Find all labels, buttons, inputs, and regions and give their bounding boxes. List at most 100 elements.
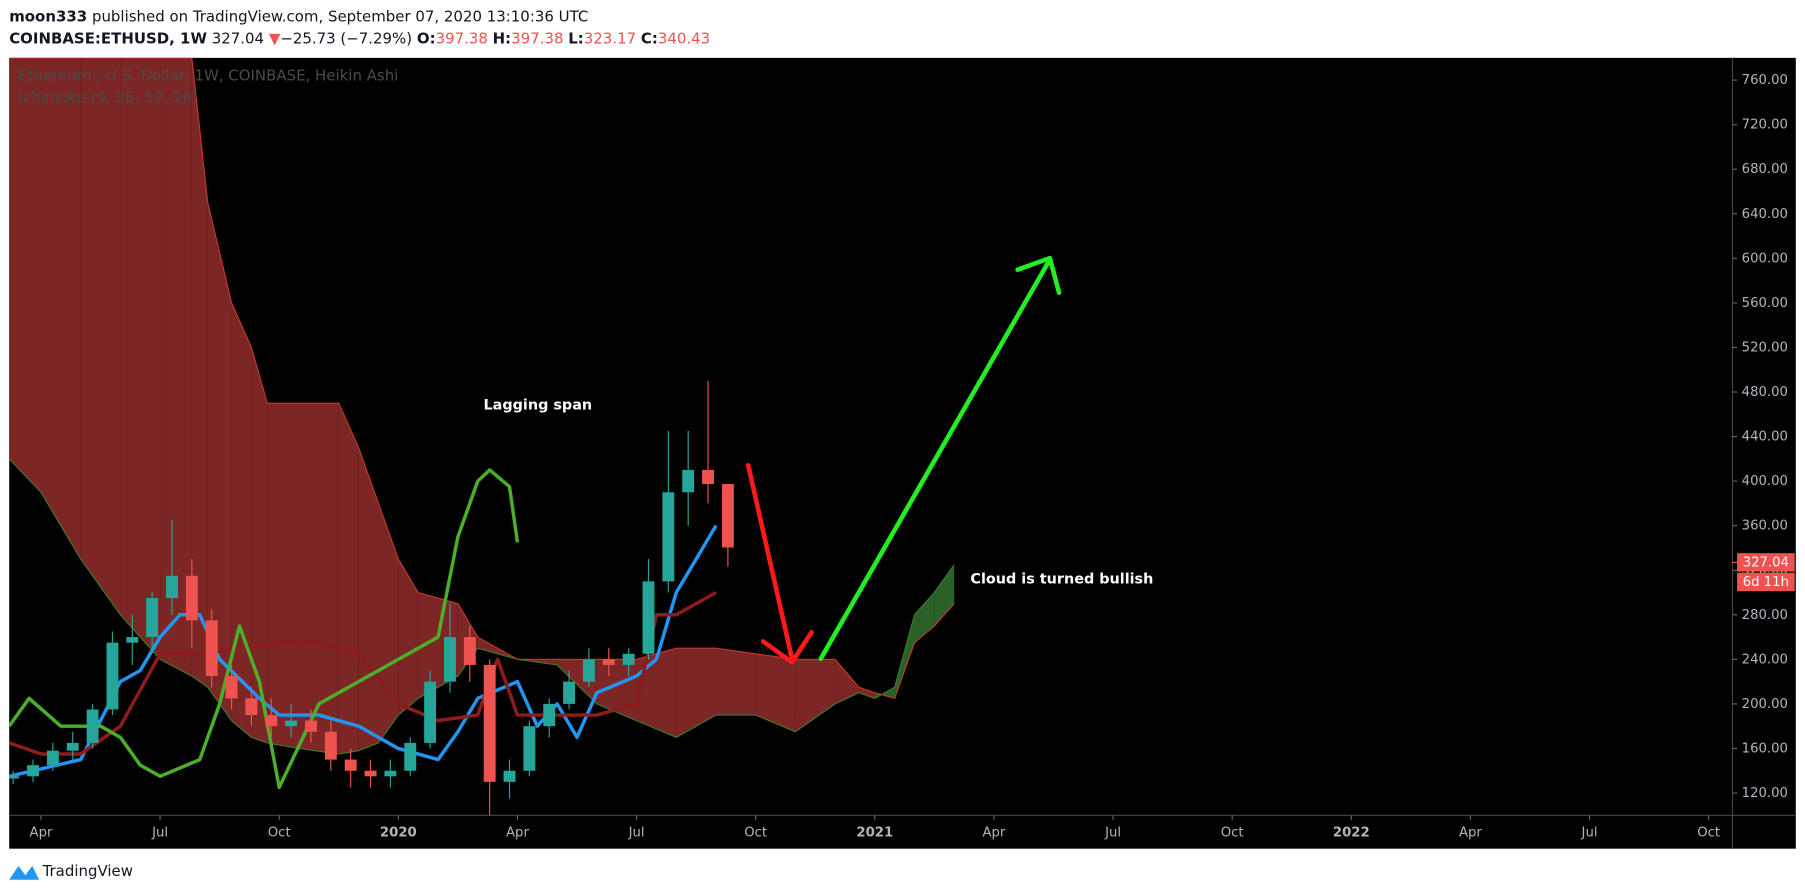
logo-icon — [9, 865, 40, 880]
legend-indicator: Ichimoku (9, 26, 52, 26) — [18, 89, 197, 107]
candle-body — [602, 659, 615, 665]
annotation: Lagging span — [483, 397, 592, 413]
cloud-fill — [160, 57, 192, 677]
candle-body — [9, 776, 20, 779]
candle-body — [503, 770, 516, 782]
y-tick-label: 760.00 — [1742, 73, 1788, 88]
x-tick-label: Jul — [1104, 826, 1121, 841]
candle-body — [146, 598, 159, 638]
red-arrow-head — [760, 629, 814, 665]
y-tick-label: 280.00 — [1742, 608, 1788, 623]
y-tick-label: 400.00 — [1742, 474, 1788, 489]
y-tick-label: 720.00 — [1742, 118, 1788, 133]
cloud-fill — [715, 648, 756, 716]
candle-body — [66, 742, 79, 751]
candle-body — [106, 642, 119, 710]
arrow: ▼ — [269, 29, 281, 47]
cloud-fill — [9, 57, 41, 493]
cloud-fill — [835, 659, 859, 704]
ohlc-value: 323.17 — [584, 29, 636, 47]
cloud-fill — [636, 648, 677, 738]
candle-body — [563, 681, 576, 704]
cloud-fill — [755, 653, 796, 732]
cloud-fill — [40, 57, 81, 560]
y-tick-label: 440.00 — [1742, 430, 1788, 445]
y-tick-label: 160.00 — [1742, 741, 1788, 756]
candle-body — [126, 637, 139, 643]
y-tick-label: 480.00 — [1742, 385, 1788, 400]
y-tick-label: 520.00 — [1742, 340, 1788, 355]
y-tick-label: 600.00 — [1742, 251, 1788, 266]
cloud-fill — [191, 57, 208, 688]
candle-body — [662, 492, 675, 582]
last-price-label: 327.04 — [1743, 555, 1789, 570]
x-tick-label: 2020 — [380, 826, 417, 841]
candle-body — [324, 731, 337, 760]
y-tick-label: 360.00 — [1742, 519, 1788, 534]
y-tick-label: 640.00 — [1742, 207, 1788, 222]
candle-body — [622, 653, 635, 665]
legend-title: Ethereum / U.S. Dollar, 1W, COINBASE, He… — [18, 67, 398, 85]
cloud-fill — [858, 687, 875, 699]
candle-body — [245, 698, 258, 716]
last-price-box — [1737, 553, 1795, 572]
x-tick-label: Jul — [151, 826, 168, 841]
cloud-fill — [299, 403, 339, 755]
candle-body — [305, 720, 317, 732]
candle-body — [424, 681, 437, 743]
candle-body — [582, 659, 595, 682]
candle-body — [185, 575, 198, 621]
candle-body — [443, 637, 456, 682]
header-line-2: COINBASE:ETHUSD, 1W 327.04 ▼−25.73 (−7.2… — [9, 29, 710, 47]
candle-body — [344, 759, 357, 771]
ohlc-label: L: — [568, 29, 584, 47]
cloud-span-a — [9, 458, 955, 755]
indicator-line — [9, 591, 717, 756]
x-tick-label: Apr — [30, 826, 53, 841]
annotation: Cloud is turned bullish — [970, 571, 1153, 587]
candle-body — [483, 664, 496, 782]
ohlc-label: C: — [641, 29, 658, 47]
candle-body — [364, 770, 377, 777]
x-tick-label: Apr — [982, 826, 1005, 841]
cloud-fill — [795, 659, 836, 732]
candle-body — [543, 703, 556, 727]
footer-logo: TradingView — [9, 862, 133, 880]
footer-brand: TradingView — [42, 862, 133, 880]
countdown-label: 6d 11h — [1743, 575, 1789, 590]
cloud-span-b — [9, 57, 955, 700]
ohlc-value: 397.38 — [511, 29, 563, 47]
ohlc-value: 340.43 — [658, 29, 710, 47]
cloud-fill — [267, 403, 300, 749]
ohlc-label: H: — [493, 29, 512, 47]
symbol: COINBASE:ETHUSD, 1W — [9, 29, 207, 47]
indicator-line — [9, 524, 718, 778]
candle-body — [205, 620, 218, 677]
y-tick-label: 680.00 — [1742, 162, 1788, 177]
y-tick-label: 120.00 — [1742, 786, 1788, 801]
x-tick-label: 2021 — [856, 826, 893, 841]
price: 327.04 — [212, 29, 264, 47]
candle-body — [721, 484, 734, 548]
y-tick-label: 200.00 — [1742, 697, 1788, 712]
x-tick-label: Jul — [1581, 826, 1598, 841]
cloud-fill — [676, 648, 716, 738]
x-tick-label: Oct — [744, 826, 767, 841]
cloud-fill — [338, 403, 359, 755]
change: −25.73 (−7.29%) — [280, 29, 412, 47]
x-tick-label: Oct — [1221, 826, 1244, 841]
ohlc-label: O: — [417, 29, 436, 47]
red-arrow — [745, 463, 795, 662]
x-tick-label: Apr — [1459, 826, 1482, 841]
x-tick-label: Apr — [506, 826, 529, 841]
x-tick-label: Jul — [628, 826, 645, 841]
header-line-1: moon333 published on TradingView.com, Se… — [9, 7, 588, 25]
arrows — [745, 255, 1062, 665]
published: published on TradingView.com, September … — [87, 7, 588, 25]
candle-body — [225, 676, 238, 699]
candle-body — [404, 742, 417, 771]
cloud-fill — [207, 202, 232, 721]
green-arrow-head — [1015, 255, 1062, 295]
ohlc-value: 397.38 — [436, 29, 488, 47]
